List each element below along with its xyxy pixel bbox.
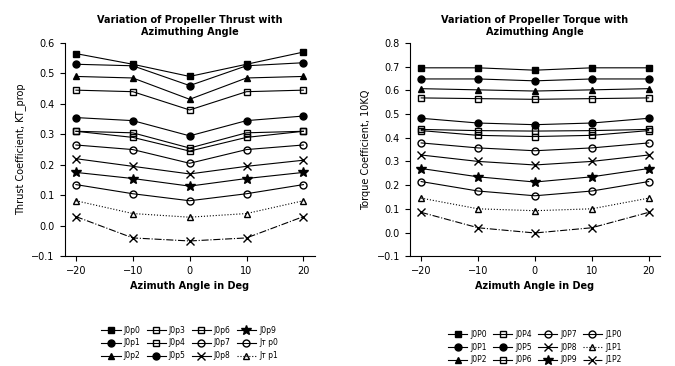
Legend: J0P0, J0P1, J0P2, J0P3, J0P4, J0P5, J0P6, J0P7, J0P8, J0P9, J1P0, J1P1, J1P2: J0P0, J0P1, J0P2, J0P3, J0P4, J0P5, J0P6… [446, 327, 624, 366]
X-axis label: Azimuth Angle in Deg: Azimuth Angle in Deg [130, 281, 249, 291]
Legend: J0p0, J0p1, J0p2, J0p3, J0p4, J0p5, J0p6, J0p7, J0p8, J0p9, Jᴛ p0, Jᴛ p1: J0p0, J0p1, J0p2, J0p3, J0p4, J0p5, J0p6… [99, 322, 281, 363]
Y-axis label: Thrust Coefficient, KT_prop: Thrust Coefficient, KT_prop [15, 84, 26, 215]
Title: Variation of Propeller Torque with
Azimuthing Angle: Variation of Propeller Torque with Azimu… [441, 15, 628, 37]
X-axis label: Azimuth Angle in Deg: Azimuth Angle in Deg [475, 281, 595, 291]
Y-axis label: Torque Coefficient, 10KQ: Torque Coefficient, 10KQ [361, 89, 371, 210]
Title: Variation of Propeller Thrust with
Azimuthing Angle: Variation of Propeller Thrust with Azimu… [97, 15, 282, 37]
